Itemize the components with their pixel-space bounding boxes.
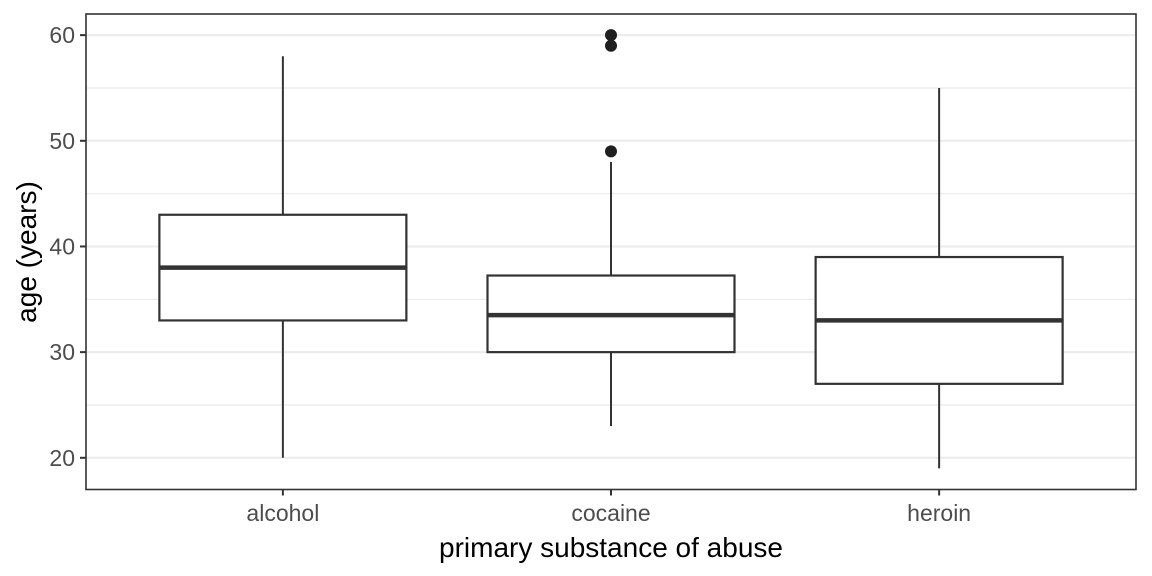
outlier-point [605, 29, 617, 42]
y-tick-label: 20 [49, 445, 75, 471]
boxplot-heroin [814, 87, 1064, 469]
outlier-point [605, 145, 617, 158]
y-tick-label: 40 [49, 233, 75, 259]
outlier-point [605, 39, 617, 52]
y-tick-label: 60 [49, 22, 75, 48]
x-tick-label: cocaine [571, 500, 650, 526]
x-tick-label: heroin [907, 500, 971, 526]
boxplot-cocaine [486, 29, 736, 427]
x-tick-label: alcohol [246, 500, 319, 526]
y-tick-label: 50 [49, 128, 75, 154]
x-axis-title: primary substance of abuse [439, 532, 783, 563]
y-axis-title: age (years) [11, 181, 42, 323]
y-tick-label: 30 [49, 339, 75, 365]
boxplot-alcohol [158, 56, 408, 458]
boxplots [158, 29, 1064, 469]
axes: 20 30 40 50 60 alcohol cocaine heroin [49, 22, 971, 526]
